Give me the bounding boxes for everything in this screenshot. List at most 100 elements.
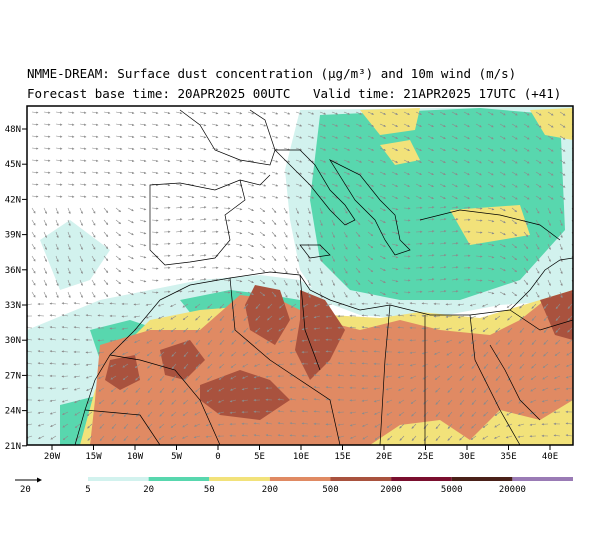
lat-label: 24N bbox=[5, 407, 21, 417]
wind-arrow bbox=[31, 159, 39, 162]
wind-arrow bbox=[373, 302, 381, 305]
wind-arrow bbox=[247, 183, 255, 187]
wind-arrow bbox=[559, 279, 563, 287]
wind-arrow bbox=[355, 207, 361, 214]
lon-label: 35E bbox=[500, 452, 516, 462]
wind-arrow bbox=[103, 171, 111, 174]
wind-arrow bbox=[391, 207, 399, 211]
wind-arrow bbox=[183, 375, 189, 381]
wind-arrow bbox=[259, 291, 266, 297]
wind-arrow bbox=[139, 159, 147, 163]
wind-arrow bbox=[451, 290, 459, 293]
wind-arrow bbox=[277, 363, 285, 366]
wind-arrow bbox=[235, 183, 243, 187]
wind-arrow bbox=[385, 387, 393, 391]
wind-arrow bbox=[447, 375, 453, 381]
wind-arrow bbox=[219, 363, 225, 369]
wind-arrow bbox=[283, 135, 291, 139]
wind-arrow bbox=[183, 399, 189, 405]
wind-arrow bbox=[253, 387, 261, 390]
wind-arrow bbox=[133, 303, 141, 306]
wind-arrow bbox=[151, 123, 159, 127]
wind-arrow bbox=[565, 375, 573, 379]
wind-arrow bbox=[511, 291, 518, 297]
wind-arrow bbox=[115, 207, 122, 213]
wind-arrow bbox=[379, 279, 386, 283]
wind-arrow bbox=[85, 326, 93, 329]
wind-arrow bbox=[434, 375, 441, 380]
wind-arrow bbox=[243, 327, 249, 333]
wind-arrow bbox=[61, 338, 69, 341]
wind-arrow bbox=[79, 291, 83, 299]
wind-arrow bbox=[495, 375, 501, 381]
wind-arrow bbox=[475, 183, 482, 188]
wind-arrow bbox=[379, 135, 387, 139]
wind-arrow bbox=[343, 159, 351, 163]
wind-arrow bbox=[79, 255, 83, 263]
wind-arrow bbox=[433, 327, 441, 330]
wind-arrow bbox=[247, 231, 254, 235]
wind-arrow bbox=[523, 279, 529, 286]
wind-arrow bbox=[343, 255, 348, 262]
wind-arrow bbox=[55, 159, 63, 162]
wind-arrow bbox=[511, 171, 518, 176]
wind-arrow bbox=[439, 147, 446, 151]
wind-arrow bbox=[535, 255, 540, 262]
wind-arrow bbox=[519, 375, 525, 381]
wind-arrow bbox=[531, 315, 537, 321]
wind-arrow bbox=[85, 302, 93, 305]
wind-arrow bbox=[367, 267, 374, 273]
wind-arrow bbox=[98, 375, 105, 379]
wind-arrow bbox=[254, 339, 261, 344]
wind-arrow bbox=[241, 375, 249, 379]
wind-arrow bbox=[361, 326, 369, 329]
wind-arrow bbox=[511, 111, 518, 116]
wind-arrow bbox=[523, 195, 530, 200]
wind-arrow bbox=[67, 231, 71, 239]
wind-arrow bbox=[278, 327, 285, 332]
wind-arrow bbox=[247, 111, 255, 115]
wind-arrow bbox=[235, 279, 243, 283]
wind-arrow bbox=[243, 303, 249, 310]
wind-arrow bbox=[319, 195, 327, 199]
wind-arrow bbox=[483, 387, 489, 393]
wind-arrow bbox=[547, 291, 551, 299]
color-scale-bar bbox=[88, 477, 573, 481]
wind-arrow bbox=[511, 255, 518, 261]
wind-arrow bbox=[163, 159, 171, 163]
wind-arrow bbox=[567, 303, 573, 309]
wind-arrow bbox=[163, 171, 171, 175]
wind-arrow bbox=[199, 206, 207, 209]
wind-arrow bbox=[37, 399, 45, 402]
wind-arrow bbox=[115, 243, 122, 249]
wind-arrow bbox=[325, 362, 333, 365]
wind-arrow bbox=[511, 159, 518, 164]
wind-arrow bbox=[103, 279, 109, 286]
wind-arrow bbox=[451, 123, 458, 128]
wind-arrow bbox=[151, 111, 159, 115]
wind-arrow bbox=[507, 387, 513, 393]
wind-arrow bbox=[86, 387, 93, 391]
wind-arrow bbox=[187, 254, 195, 257]
wind-arrow bbox=[127, 111, 135, 115]
wind-arrow bbox=[207, 351, 213, 357]
wind-arrow bbox=[171, 351, 177, 357]
wind-arrow bbox=[271, 111, 279, 115]
wind-arrow bbox=[55, 171, 63, 174]
wind-arrow bbox=[73, 314, 81, 317]
wind-arrow bbox=[331, 123, 339, 127]
wind-arrow bbox=[79, 195, 87, 198]
wind-arrow bbox=[97, 363, 105, 367]
wind-arrow bbox=[499, 123, 506, 128]
wind-arrow bbox=[98, 399, 105, 405]
wind-arrow bbox=[487, 123, 494, 128]
wind-arrow bbox=[61, 302, 69, 305]
wind-arrow bbox=[218, 387, 225, 392]
wind-arrow bbox=[187, 266, 195, 269]
wind-arrow bbox=[122, 363, 129, 368]
wind-arrow bbox=[259, 159, 267, 163]
lat-label: 48N bbox=[5, 125, 21, 135]
wind-arrow bbox=[499, 291, 506, 296]
wind-arrow bbox=[559, 231, 563, 239]
wind-arrow bbox=[487, 183, 494, 188]
